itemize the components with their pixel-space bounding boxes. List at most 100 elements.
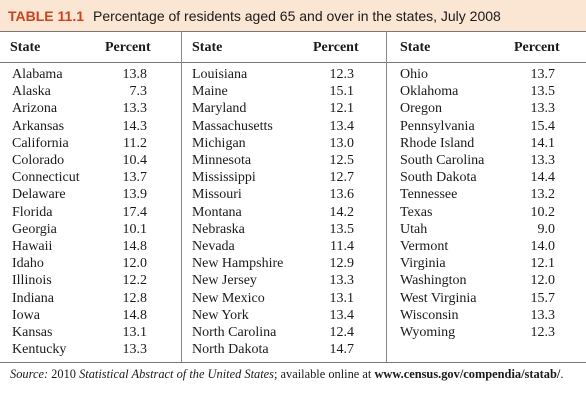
percent-value: 13.3 [122, 101, 148, 117]
percent-value: 15.4 [530, 118, 556, 134]
table-row: Texas 10.2 [400, 204, 555, 221]
percent-value: 17.4 [122, 204, 148, 220]
table-row: South Carolina 13.3 [400, 152, 555, 169]
source-prefix: Source: [10, 367, 49, 381]
state-name: Tennessee [400, 187, 458, 203]
state-name: Connecticut [12, 170, 80, 186]
percent-value: 12.3 [329, 67, 355, 82]
table-row: Missouri 13.6 [192, 186, 354, 203]
percent-value: 13.5 [530, 84, 556, 100]
state-name: Maryland [192, 101, 247, 117]
state-name: Kentucky [12, 342, 67, 358]
source-suffix: . [560, 367, 564, 381]
percent-value: 13.0 [329, 135, 355, 151]
percent-value: 12.8 [122, 290, 148, 306]
header-percent-3: Percent [514, 40, 560, 55]
percent-value: 12.4 [329, 325, 355, 340]
source-note: Source: 2010 Statistical Abstract of the… [10, 366, 576, 383]
percent-value: 12.2 [122, 273, 148, 289]
percent-value: 13.5 [329, 221, 355, 237]
header-state-1: State [10, 40, 41, 55]
state-name: West Virginia [400, 290, 477, 306]
state-name: Alaska [12, 84, 51, 100]
percent-value: 13.4 [329, 118, 355, 134]
table-row: Illinois 12.2 [12, 272, 147, 289]
percent-value: 13.6 [329, 187, 355, 203]
percent-value: 12.1 [329, 101, 355, 117]
state-name: Mississippi [192, 170, 256, 186]
percent-value: 13.7 [122, 170, 148, 186]
table-row: Connecticut 13.7 [12, 169, 147, 186]
state-name: New Jersey [192, 273, 257, 289]
header-state-2: State [192, 40, 223, 55]
source-year: 2010 [48, 367, 80, 381]
table-row: Oklahoma 13.5 [400, 83, 555, 100]
table-row: Washington 12.0 [400, 272, 555, 289]
state-name: Oklahoma [400, 84, 459, 100]
table-row: South Dakota 14.4 [400, 169, 555, 186]
table-row: Iowa 14.8 [12, 307, 147, 324]
state-name: New Hampshire [192, 256, 284, 272]
table-row: California 11.2 [12, 135, 147, 152]
state-name: Wyoming [400, 325, 456, 340]
state-name: Rhode Island [400, 135, 475, 151]
column-divider [386, 31, 387, 362]
state-name: Idaho [12, 256, 44, 272]
table-row: Maine 15.1 [192, 83, 354, 100]
percent-value: 14.7 [329, 342, 355, 358]
table-row: West Virginia 15.7 [400, 290, 555, 307]
percent-value: 13.8 [122, 67, 148, 82]
percent-value: 12.5 [329, 153, 355, 168]
table-row: Ohio 13.7 [400, 66, 555, 83]
table-row: Maryland 12.1 [192, 100, 354, 117]
table-row: Nevada 11.4 [192, 238, 354, 255]
table-row: New Hampshire 12.9 [192, 255, 354, 272]
state-name: Georgia [12, 221, 57, 237]
state-name: Alabama [12, 67, 63, 82]
state-name: Wisconsin [400, 307, 459, 323]
table-row: Indiana 12.8 [12, 290, 147, 307]
table-row: Pennsylvania 15.4 [400, 118, 555, 135]
table-row: Alaska 7.3 [12, 83, 147, 100]
header-percent-2: Percent [313, 40, 359, 55]
state-name: Indiana [12, 290, 54, 306]
percent-value: 12.7 [329, 170, 355, 186]
source-publication: Statistical Abstract of the United State… [79, 367, 274, 381]
state-name: Ohio [400, 67, 428, 82]
percent-value: 13.3 [530, 153, 556, 168]
table-row: Vermont 14.0 [400, 238, 555, 255]
table-row: Idaho 12.0 [12, 255, 147, 272]
table-row: Minnesota 12.5 [192, 152, 354, 169]
table-row: Tennessee 13.2 [400, 186, 555, 203]
percent-value: 10.2 [530, 204, 556, 220]
percent-value: 7.3 [129, 84, 148, 100]
state-name: Nevada [192, 239, 235, 254]
table-row: North Dakota 14.7 [192, 341, 354, 358]
state-name: Arkansas [12, 118, 65, 134]
state-name: Maine [192, 84, 228, 100]
percent-value: 14.2 [329, 204, 355, 220]
state-name: Virginia [400, 256, 446, 272]
table-row: Alabama 13.8 [12, 66, 147, 83]
percent-value: 13.1 [329, 290, 355, 306]
table-row: Delaware 13.9 [12, 186, 147, 203]
table-label: TABLE 11.1 [8, 7, 84, 24]
percent-value: 14.0 [530, 239, 556, 254]
bottom-rule [0, 362, 586, 363]
percent-value: 9.0 [537, 221, 556, 237]
state-name: Iowa [12, 307, 40, 323]
table-row: Mississippi 12.7 [192, 169, 354, 186]
state-name: New Mexico [192, 290, 265, 306]
table-row: Virginia 12.1 [400, 255, 555, 272]
table-row: Florida 17.4 [12, 204, 147, 221]
table-row: Michigan 13.0 [192, 135, 354, 152]
state-name: Colorado [12, 153, 65, 168]
source-url: www.census.gov/compendia/statab/ [374, 367, 561, 381]
state-name: North Dakota [192, 342, 269, 358]
table-header-row: State Percent State Percent State Percen… [0, 31, 586, 63]
table-row: Rhode Island 14.1 [400, 135, 555, 152]
percent-value: 13.7 [530, 67, 556, 82]
table-row: Arkansas 14.3 [12, 118, 147, 135]
state-name: Montana [192, 204, 242, 220]
state-name: Missouri [192, 187, 242, 203]
